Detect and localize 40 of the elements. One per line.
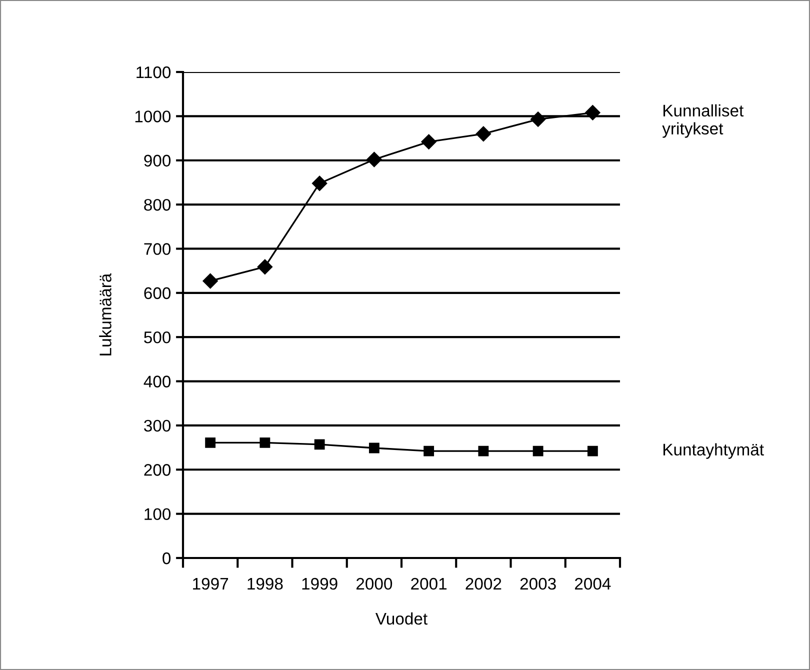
point <box>478 446 489 456</box>
y-tick-label: 1100 <box>136 66 171 78</box>
y-tick-label: 900 <box>144 154 171 167</box>
x-tick-label: 2004 <box>574 578 611 590</box>
x-tick-label: 1999 <box>302 578 338 590</box>
y-tick-label: 400 <box>144 376 171 388</box>
point <box>260 437 270 448</box>
point <box>424 446 434 456</box>
x-axis-title: Vuodet <box>375 612 428 625</box>
text: Kuntayhtymät <box>664 443 764 459</box>
point <box>202 273 218 289</box>
x-tick-label: 2001 <box>411 578 447 590</box>
y-tick-label: 700 <box>144 243 171 255</box>
y-tick-label: 500 <box>144 331 171 344</box>
point <box>257 259 273 274</box>
x-tick-label: 2003 <box>520 578 556 590</box>
point <box>312 176 328 191</box>
point <box>530 112 546 127</box>
y-tick-label: 600 <box>144 287 171 300</box>
x-tick-label: 2000 <box>356 578 392 590</box>
x-tick-label: 2002 <box>466 578 502 590</box>
y-tick-label: 300 <box>144 420 171 432</box>
point <box>205 437 216 448</box>
point <box>368 442 380 454</box>
y-tick-label: 800 <box>144 198 171 211</box>
y-tick-label: 100 <box>144 508 171 520</box>
y-tick-label: 0 <box>162 552 171 564</box>
y-tick-label: 1000 <box>135 110 171 122</box>
point <box>476 126 492 142</box>
point <box>314 439 325 450</box>
point <box>366 152 382 168</box>
text: Kunnalliset yritykset <box>662 104 744 138</box>
x-tick-label: 1997 <box>193 578 228 590</box>
x-tick-label: 1998 <box>248 578 283 590</box>
point <box>585 105 600 120</box>
point <box>421 134 436 150</box>
y-axis-title: Lukumäärä <box>99 273 112 356</box>
y-tick-label: 200 <box>144 464 171 476</box>
point <box>532 446 544 456</box>
point <box>587 446 598 456</box>
